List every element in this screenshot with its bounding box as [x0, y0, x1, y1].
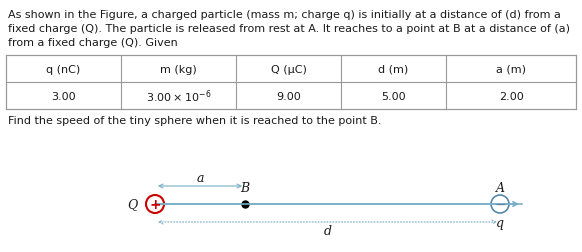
Text: A: A	[495, 181, 505, 194]
Text: 3.00: 3.00	[51, 91, 76, 101]
Text: m (kg): m (kg)	[160, 64, 197, 74]
Text: q (nC): q (nC)	[47, 64, 81, 74]
Circle shape	[146, 195, 164, 213]
Text: 2.00: 2.00	[499, 91, 523, 101]
Text: 9.00: 9.00	[276, 91, 301, 101]
Text: a: a	[196, 171, 204, 184]
Text: d: d	[324, 224, 332, 237]
Text: from a fixed charge (Q). Given: from a fixed charge (Q). Given	[8, 38, 178, 48]
Text: a (m): a (m)	[496, 64, 526, 74]
Text: 5.00: 5.00	[381, 91, 406, 101]
Text: +: +	[149, 197, 161, 211]
Text: As shown in the Figure, a charged particle (mass m; charge q) is initially at a : As shown in the Figure, a charged partic…	[8, 10, 561, 20]
Text: fixed charge (Q). The particle is released from rest at A. It reaches to a point: fixed charge (Q). The particle is releas…	[8, 24, 570, 34]
Text: Q: Q	[127, 198, 137, 211]
Text: $3.00\times10^{-6}$: $3.00\times10^{-6}$	[146, 88, 211, 104]
Text: Q (μC): Q (μC)	[271, 64, 307, 74]
Bar	[6, 56, 576, 110]
Text: d (m): d (m)	[378, 64, 409, 74]
Circle shape	[491, 195, 509, 213]
Text: −: −	[494, 197, 506, 211]
Text: Find the speed of the tiny sphere when it is reached to the point B.: Find the speed of the tiny sphere when i…	[8, 115, 381, 125]
Text: B: B	[240, 181, 250, 194]
Text: q: q	[496, 216, 504, 229]
